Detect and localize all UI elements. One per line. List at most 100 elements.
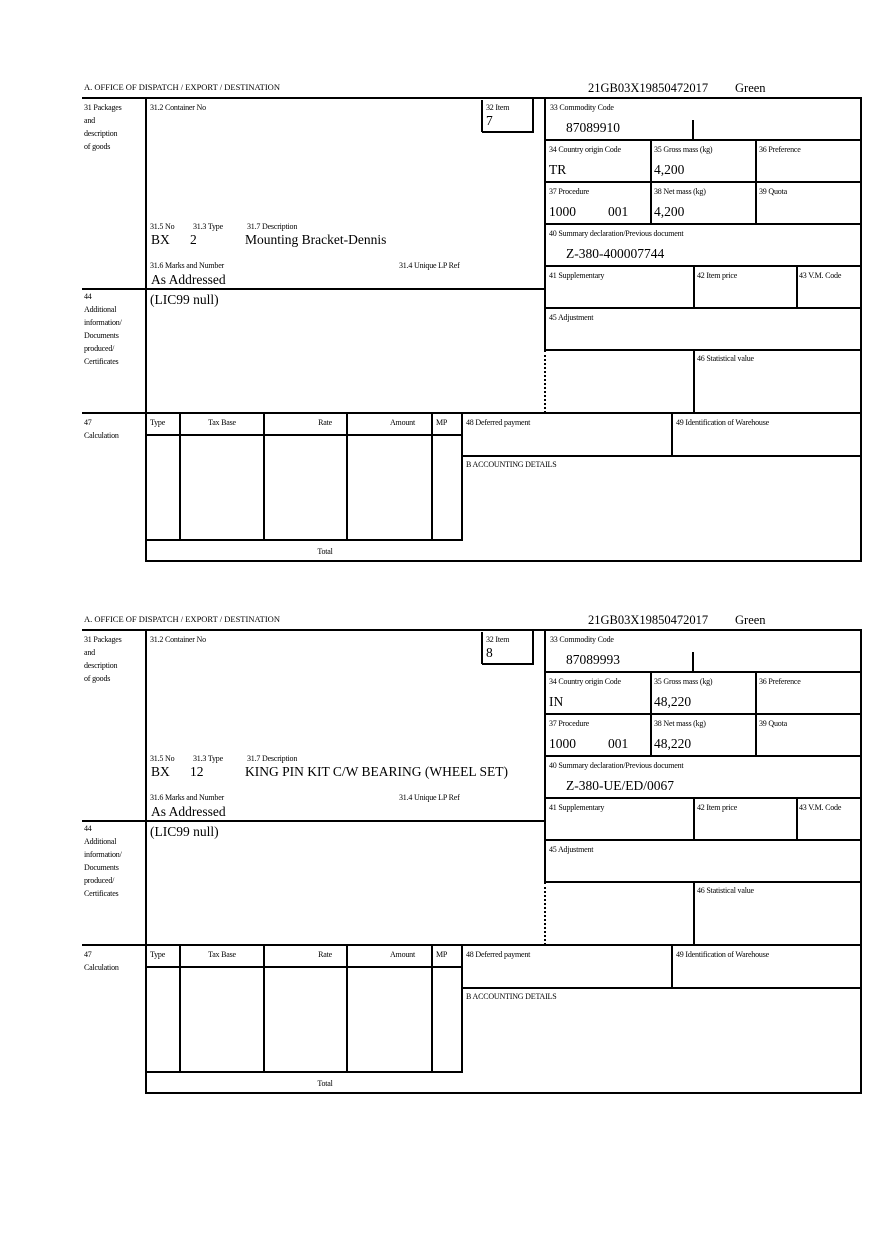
calc-header-mp: MP: [436, 950, 448, 959]
calc-header-tax-base: Tax Base: [208, 950, 236, 959]
office-heading: A. OFFICE OF DISPATCH / EXPORT / DESTINA…: [84, 614, 280, 624]
previous-document-label: 40 Summary declaration/Previous document: [549, 229, 684, 238]
procedure-code: 1000: [549, 204, 576, 219]
form-rule: [860, 98, 862, 562]
marks-label: 31.6 Marks and Number: [150, 793, 225, 802]
warehouse-label: 49 Identification of Warehouse: [676, 950, 769, 959]
commodity-code-label: 33 Commodity Code: [550, 103, 614, 112]
accounting-details-label: B ACCOUNTING DETAILS: [466, 992, 557, 1001]
calculation-label-line: Calculation: [84, 431, 119, 440]
form-rule: [545, 265, 862, 267]
form-rule: [145, 630, 147, 1094]
additional-info-label-line: Documents: [84, 331, 119, 340]
form-rule: [545, 139, 862, 141]
gross-mass-label: 35 Gross mass (kg): [654, 145, 713, 154]
form-rule: [796, 798, 798, 840]
additional-info-label-line: information/: [84, 318, 122, 327]
packages-label-line: of goods: [84, 142, 111, 151]
form-rule: [461, 413, 463, 540]
net-mass-label: 38 Net mass (kg): [654, 719, 706, 728]
warehouse-label: 49 Identification of Warehouse: [676, 418, 769, 427]
form-rule: [693, 350, 695, 413]
form-rule: [545, 755, 862, 757]
item-box-rule: [482, 131, 534, 133]
quota-label: 39 Quota: [759, 187, 787, 196]
item-label: 32 Item: [486, 635, 510, 644]
additional-info-label-line: Certificates: [84, 889, 119, 898]
additional-info-label-line: produced/: [84, 876, 115, 885]
procedure-additional-code: 001: [608, 736, 629, 751]
form-rule: [146, 434, 463, 436]
marks-value: As Addressed: [151, 272, 226, 287]
item-price-label: 42 Item price: [697, 271, 738, 280]
calc-header-type: Type: [150, 950, 166, 959]
declaration-reference: 21GB03X19850472017: [588, 81, 709, 95]
commodity-code: 87089993: [566, 652, 620, 667]
form-rule: [346, 413, 348, 540]
calc-header-tax-base: Tax Base: [208, 418, 236, 427]
goods-description: Mounting Bracket-Dennis: [245, 232, 387, 247]
form-rule: [179, 413, 181, 540]
commodity-code: 87089910: [566, 120, 620, 135]
calculation-label-line: 47: [84, 950, 92, 959]
dotted-rule: [545, 349, 694, 351]
calculation-label-line: 47: [84, 418, 92, 427]
total-label: Total: [317, 547, 333, 556]
dotted-rule: [544, 350, 546, 413]
form-rule: [545, 181, 862, 183]
vm-code-label: 43 V.M. Code: [799, 271, 842, 280]
additional-info-label-line: Additional: [84, 837, 117, 846]
calc-header-mp: MP: [436, 418, 448, 427]
package-count: 12: [190, 764, 204, 779]
item-label: 32 Item: [486, 103, 510, 112]
package-count: 2: [190, 232, 197, 247]
description-label: 31.7 Description: [247, 754, 298, 763]
accounting-details-label: B ACCOUNTING DETAILS: [466, 460, 557, 469]
form-rule: [461, 945, 463, 1072]
package-no-label: 31.5 No: [150, 222, 175, 231]
additional-info-label-line: 44: [84, 824, 92, 833]
gross-mass: 4,200: [654, 162, 685, 177]
form-rule: [82, 629, 862, 631]
form-rule: [671, 413, 673, 456]
unique-lp-ref-label: 31.4 Unique LP Ref: [399, 793, 460, 802]
route-colour: Green: [735, 613, 766, 627]
form-rule: [755, 140, 757, 224]
package-kind: BX: [151, 764, 170, 779]
office-heading: A. OFFICE OF DISPATCH / EXPORT / DESTINA…: [84, 82, 280, 92]
adjustment-label: 45 Adjustment: [549, 313, 594, 322]
supplementary-label: 41 Supplementary: [549, 803, 605, 812]
country-origin: IN: [549, 694, 564, 709]
country-origin-label: 34 Country origin Code: [549, 677, 621, 686]
item-box-rule: [481, 100, 483, 132]
form-rule: [82, 820, 546, 822]
additional-info-label-line: produced/: [84, 344, 115, 353]
dotted-rule: [545, 881, 694, 883]
statistical-value-label: 46 Statistical value: [697, 354, 754, 363]
previous-document-label: 40 Summary declaration/Previous document: [549, 761, 684, 770]
declaration-reference: 21GB03X19850472017: [588, 613, 709, 627]
item-box-rule: [481, 632, 483, 664]
net-mass: 4,200: [654, 204, 685, 219]
dotted-rule: [544, 882, 546, 945]
form-rule: [693, 266, 695, 308]
form-rule: [82, 288, 546, 290]
packages-label-line: 31 Packages: [84, 103, 122, 112]
item-number: 7: [486, 113, 493, 128]
preference-label: 36 Preference: [759, 677, 801, 686]
marks-label: 31.6 Marks and Number: [150, 261, 225, 270]
procedure-label: 37 Procedure: [549, 719, 590, 728]
form-rule: [179, 945, 181, 1072]
item-number: 8: [486, 645, 493, 660]
statistical-value-label: 46 Statistical value: [697, 886, 754, 895]
form-rule: [146, 966, 463, 968]
preference-label: 36 Preference: [759, 145, 801, 154]
packages-label-line: 31 Packages: [84, 635, 122, 644]
previous-document: Z-380-400007744: [566, 246, 665, 261]
package-type-label: 31.3 Type: [193, 754, 223, 763]
form-rule: [346, 945, 348, 1072]
item-box-rule: [532, 630, 534, 664]
package-kind: BX: [151, 232, 170, 247]
form-rule: [545, 713, 862, 715]
packages-label-line: description: [84, 661, 118, 670]
